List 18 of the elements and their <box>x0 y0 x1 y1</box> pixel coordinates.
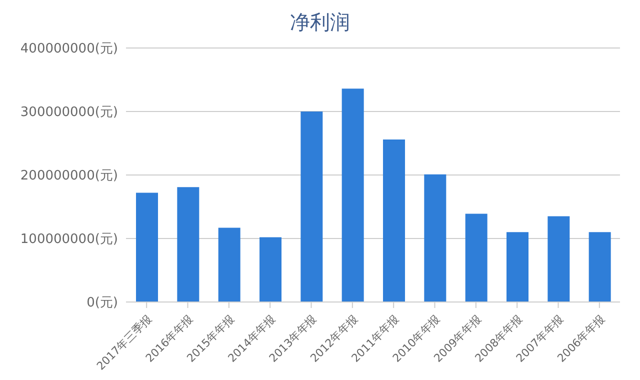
bar <box>177 187 200 302</box>
bar <box>342 88 364 302</box>
bar <box>383 139 405 302</box>
bar <box>588 232 611 302</box>
y-tick-label: 100000000(元) <box>20 232 118 248</box>
chart-title: 净利润 <box>289 9 351 36</box>
bar <box>548 216 570 302</box>
y-tick-label: 400000000(元) <box>20 42 118 57</box>
bar <box>136 192 158 302</box>
bar <box>300 112 323 302</box>
bar <box>465 214 488 302</box>
bar <box>506 232 528 302</box>
y-tick-label: 0(元) <box>86 296 118 311</box>
bar <box>260 237 282 302</box>
bar <box>424 174 446 302</box>
y-tick-label: 300000000(元) <box>20 105 118 120</box>
y-tick-label: 200000000(元) <box>20 168 118 184</box>
bar <box>218 228 240 302</box>
